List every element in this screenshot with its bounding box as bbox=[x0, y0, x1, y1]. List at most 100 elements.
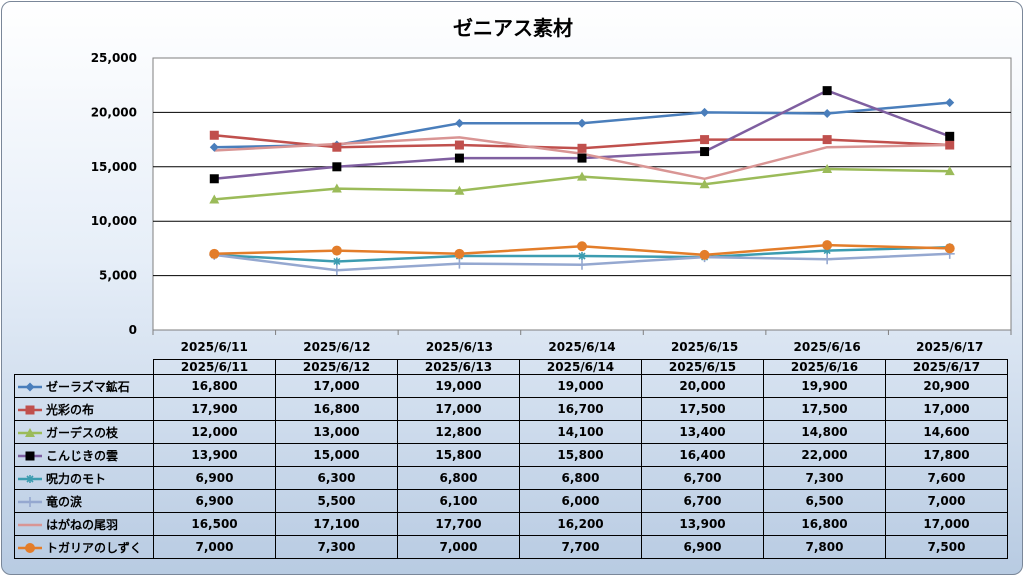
data-point-marker bbox=[332, 162, 342, 172]
data-point-marker bbox=[209, 142, 219, 152]
data-label: 6,000 bbox=[519, 489, 642, 513]
data-label: 19,000 bbox=[397, 374, 520, 398]
series-name-label: はがねの尾羽 bbox=[46, 517, 119, 532]
data-label: 19,000 bbox=[519, 374, 642, 398]
table-row: ガーデスの枝 12,000 13,000 12,800 14,100 13,400 14,8… bbox=[14, 420, 1008, 444]
data-point-marker bbox=[332, 257, 341, 266]
data-label: 16,800 bbox=[153, 374, 276, 398]
data-point-marker bbox=[945, 140, 955, 150]
data-point-marker bbox=[577, 241, 587, 252]
data-label: 6,500 bbox=[763, 489, 886, 513]
y-tick-label: 25,000 bbox=[91, 51, 137, 65]
legend-key bbox=[18, 475, 42, 483]
x-tick-label: 2025/6/16 bbox=[794, 340, 861, 354]
series-name-label: 光彩の布 bbox=[46, 402, 95, 417]
legend-key bbox=[18, 428, 42, 437]
data-label: 20,900 bbox=[885, 374, 1008, 398]
data-point-marker bbox=[26, 475, 34, 483]
data-point-marker bbox=[822, 240, 833, 251]
table-row: トガリアのしずく 7,000 7,300 7,000 7,700 6,900 7,800 7,… bbox=[14, 535, 1008, 559]
y-tick-label: 20,000 bbox=[91, 105, 137, 119]
data-point-marker bbox=[700, 135, 710, 145]
data-label: 17,000 bbox=[397, 397, 520, 421]
data-label: 7,800 bbox=[763, 535, 886, 559]
legend-key-cell: はがねの尾羽 bbox=[14, 512, 154, 536]
data-label: 14,800 bbox=[763, 420, 886, 444]
data-label: 6,700 bbox=[641, 466, 764, 490]
data-label: 13,900 bbox=[641, 512, 764, 536]
data-label: 17,800 bbox=[885, 443, 1008, 467]
data-label: 6,900 bbox=[153, 489, 276, 513]
data-point-marker bbox=[945, 98, 955, 108]
data-point-marker bbox=[25, 497, 35, 507]
x-tick-label: 2025/6/14 bbox=[548, 340, 615, 354]
x-tick-label: 2025/6/12 bbox=[303, 340, 370, 354]
gridlines bbox=[153, 111, 1011, 277]
table-column-header: 2025/6/12 bbox=[275, 359, 398, 375]
series-name-label: トガリアのしずく bbox=[46, 540, 142, 555]
data-label: 15,800 bbox=[397, 443, 520, 467]
data-label: 16,800 bbox=[763, 512, 886, 536]
series-markers bbox=[209, 86, 955, 276]
data-point-marker bbox=[25, 405, 35, 415]
legend-key bbox=[18, 382, 42, 392]
data-label: 17,000 bbox=[885, 397, 1008, 421]
plot-area bbox=[152, 57, 1012, 331]
data-point-marker bbox=[454, 258, 465, 269]
data-point-marker bbox=[331, 245, 342, 256]
data-label: 20,000 bbox=[641, 374, 764, 398]
data-point-marker bbox=[822, 254, 833, 265]
legend-key-cell: 竜の涙 bbox=[14, 489, 154, 513]
data-point-marker bbox=[331, 265, 342, 276]
data-label: 6,800 bbox=[397, 466, 520, 490]
data-label: 7,500 bbox=[885, 535, 1008, 559]
legend-key bbox=[18, 405, 42, 415]
data-label: 17,100 bbox=[275, 512, 398, 536]
legend-key bbox=[18, 497, 42, 507]
series-name-label: ガーデスの枝 bbox=[46, 425, 119, 440]
series-name-label: こんじきの雲 bbox=[46, 448, 119, 463]
y-tick-label: 10,000 bbox=[91, 214, 137, 228]
data-label: 7,300 bbox=[763, 466, 886, 490]
data-label: 6,900 bbox=[153, 466, 276, 490]
data-label: 6,800 bbox=[519, 466, 642, 490]
legend-key bbox=[18, 523, 42, 527]
data-point-marker bbox=[209, 130, 219, 140]
data-point-marker bbox=[577, 171, 587, 181]
data-point-marker bbox=[823, 246, 832, 255]
series-name-label: ゼーラズマ鉱石 bbox=[46, 379, 130, 394]
data-label: 7,600 bbox=[885, 466, 1008, 490]
data-label: 12,000 bbox=[153, 420, 276, 444]
data-point-marker bbox=[944, 166, 955, 176]
table-column-header: 2025/6/13 bbox=[397, 359, 520, 375]
table-column-header: 2025/6/16 bbox=[763, 359, 886, 375]
data-point-marker bbox=[25, 428, 35, 437]
data-label: 7,000 bbox=[397, 535, 520, 559]
data-label: 13,900 bbox=[153, 443, 276, 467]
data-label: 14,100 bbox=[519, 420, 642, 444]
data-point-marker bbox=[822, 86, 832, 96]
data-label: 6,700 bbox=[641, 489, 764, 513]
chart-title: ゼニアス素材 bbox=[453, 16, 573, 40]
data-point-marker bbox=[945, 131, 955, 141]
data-point-marker bbox=[209, 174, 219, 184]
data-label: 15,000 bbox=[275, 443, 398, 467]
x-tick-label: 2025/6/13 bbox=[426, 340, 493, 354]
y-axis: 0 5,000 10,000 15,000 20,000 25,000 bbox=[91, 51, 137, 337]
table-row: ゼーラズマ鉱石 16,800 17,000 19,000 19,000 20,000 19,… bbox=[14, 374, 1008, 398]
table-corner bbox=[14, 359, 154, 375]
data-point-marker bbox=[331, 183, 342, 193]
table-column-header: 2025/6/15 bbox=[641, 359, 764, 375]
data-point-marker bbox=[25, 543, 35, 553]
data-point-marker bbox=[332, 142, 342, 152]
legend-key-cell: ガーデスの枝 bbox=[14, 420, 154, 444]
data-point-marker bbox=[209, 194, 220, 204]
data-label: 6,900 bbox=[641, 535, 764, 559]
data-point-marker bbox=[25, 382, 35, 392]
table-column-header: 2025/6/14 bbox=[519, 359, 642, 375]
data-label: 7,000 bbox=[885, 489, 1008, 513]
data-label: 14,600 bbox=[885, 420, 1008, 444]
data-point-marker bbox=[454, 248, 465, 259]
